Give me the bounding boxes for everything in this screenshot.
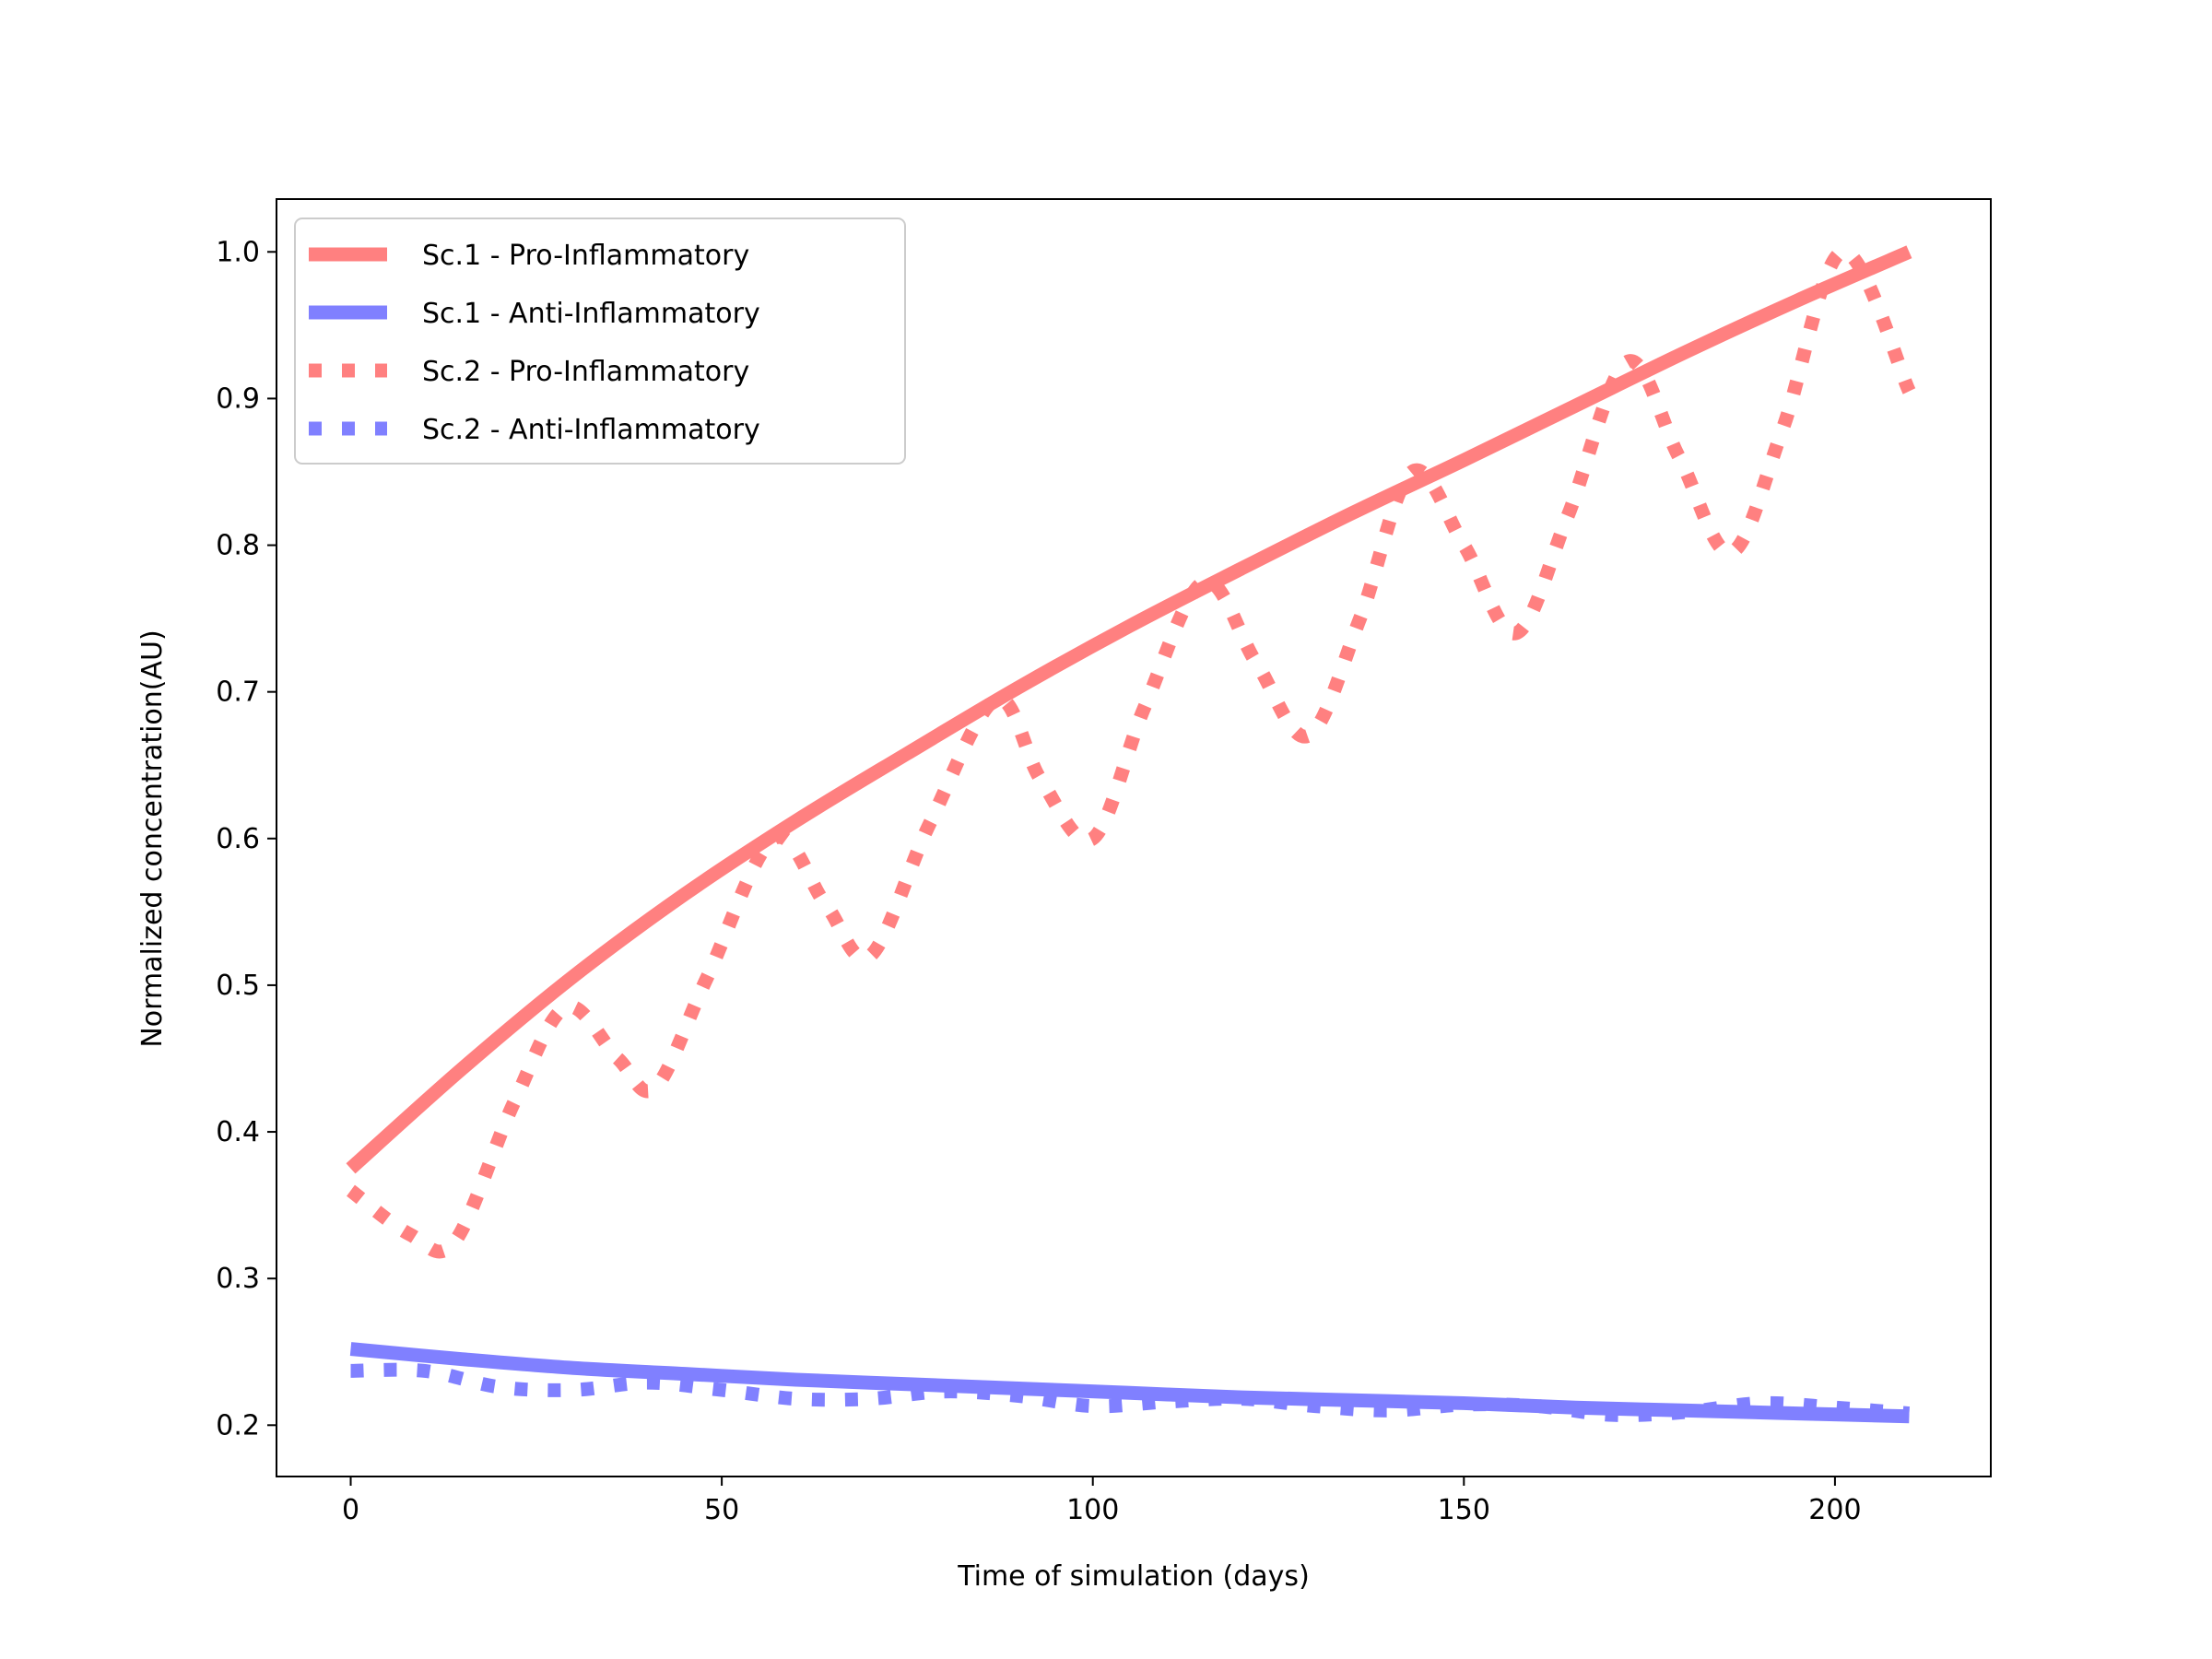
x-tick-label: 150 (1438, 1494, 1490, 1526)
y-tick-label: 1.0 (216, 236, 260, 268)
y-tick-label: 0.9 (216, 382, 260, 415)
x-axis: 0 50 100 150 200 (342, 1477, 1862, 1526)
legend-label-sc-1-anti-inflammatory: Sc.1 - Anti-Inflammatory (422, 298, 760, 330)
y-tick-label: 0.4 (216, 1116, 260, 1148)
legend: Sc.1 - Pro-Inflammatory Sc.1 - Anti-Infla… (294, 218, 906, 465)
series-line-sc-1-pro-inflammatory (346, 245, 1912, 1174)
series-line-sc-2-anti-inflammatory (350, 1362, 1911, 1422)
series-line-sc-2-pro-inflammatory (346, 244, 1916, 1259)
x-axis-label: Time of simulation (days) (957, 1560, 1310, 1593)
y-tick-label: 0.7 (216, 677, 260, 709)
y-tick-label: 0.8 (216, 530, 260, 562)
y-tick-label: 0.3 (216, 1263, 260, 1295)
y-tick-label: 0.2 (216, 1409, 260, 1441)
y-axis-label: Normalized concentration(AU) (136, 629, 169, 1047)
x-tick-label: 100 (1066, 1494, 1119, 1526)
x-tick-label: 0 (342, 1494, 359, 1526)
legend-label-sc-2-pro-inflammatory: Sc.2 - Pro-Inflammatory (422, 356, 749, 388)
legend-label-sc-2-anti-inflammatory: Sc.2 - Anti-Inflammatory (422, 414, 760, 446)
x-tick-label: 50 (704, 1494, 739, 1526)
y-axis: 0.2 0.3 0.4 0.5 0.6 0.7 0.8 0.9 1.0 (216, 236, 276, 1441)
y-tick-label: 0.6 (216, 823, 260, 855)
legend-box (294, 218, 906, 465)
y-tick-label: 0.5 (216, 970, 260, 1002)
legend-label-sc-1-pro-inflammatory: Sc.1 - Pro-Inflammatory (422, 240, 749, 272)
series-layer (346, 244, 1916, 1424)
x-tick-label: 200 (1808, 1494, 1861, 1526)
